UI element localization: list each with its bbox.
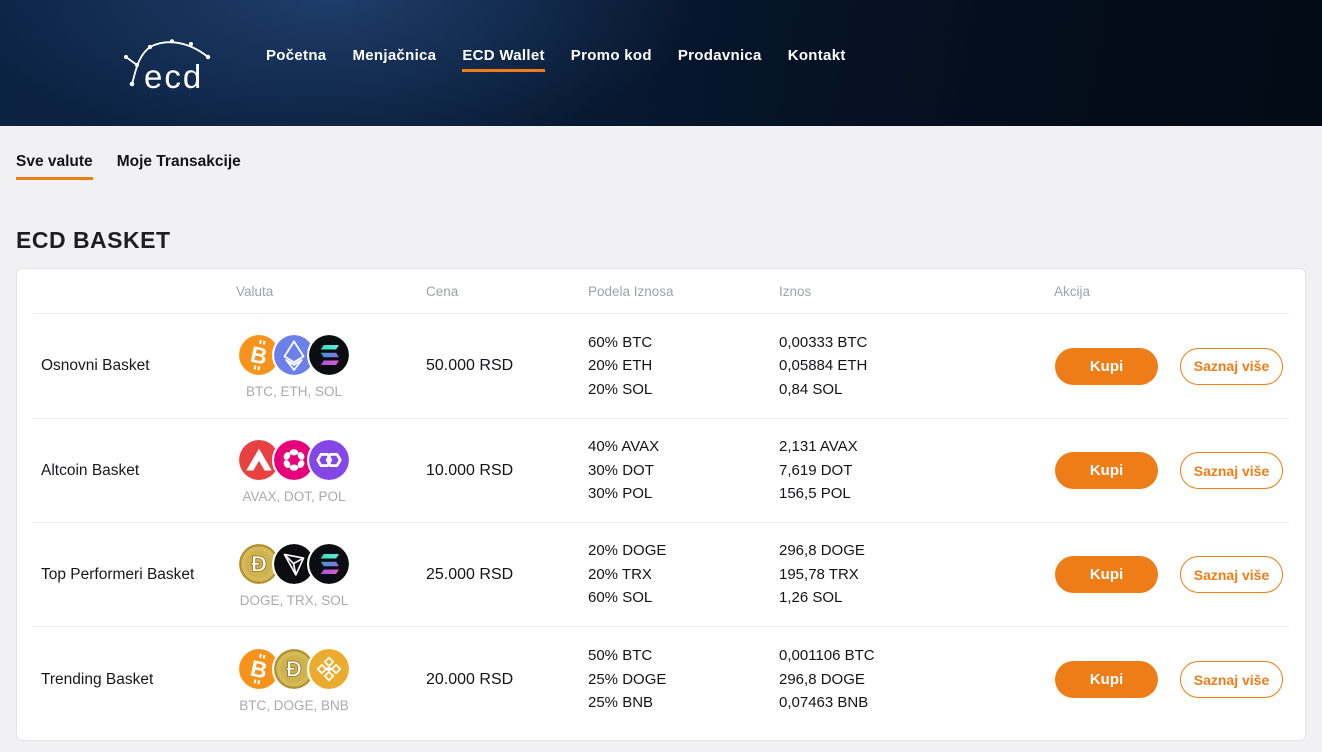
col-cena: Cena (426, 283, 459, 299)
amount-line: 0,07463 BNB (779, 694, 869, 712)
constellation-icon (124, 38, 211, 86)
amount-line: 0,001106 BTC (779, 647, 875, 665)
basket-coins: BTC, DOGE, BNB (236, 646, 352, 713)
sol-icon (307, 333, 351, 377)
tab-moje-transakcije[interactable]: Moje Transakcije (116, 153, 241, 170)
basket-split: 50% BTC 25% DOGE 25% BNB (588, 644, 779, 715)
basket-coins: BTC, ETH, SOL (236, 333, 352, 399)
amount-line: 0,84 SOL (779, 380, 843, 398)
page-title: ECD BASKET (16, 227, 171, 253)
basket-name: Top Performeri Basket (41, 565, 195, 583)
basket-price: 25.000 RSD (426, 565, 514, 583)
wallet-tabs: Sve valute Moje Transakcije (16, 153, 1322, 180)
amount-line: 156,5 POL (779, 485, 851, 503)
logo-text: ecd (144, 57, 204, 95)
coin-icons (237, 333, 351, 377)
basket-name: Trending Basket (41, 670, 154, 688)
split-line: 30% DOT (588, 461, 654, 479)
nav-item-menjacnica[interactable]: Menjačnica (352, 46, 437, 64)
split-line: 50% BTC (588, 647, 653, 665)
split-line: 25% BNB (588, 694, 654, 712)
split-line: 20% DOGE (588, 542, 667, 560)
nav-item-promo-kod[interactable]: Promo kod (570, 46, 652, 64)
amount-line: 0,00333 BTC (779, 333, 868, 351)
coin-list-label: BTC, DOGE, BNB (239, 697, 349, 713)
table-row: Top Performeri Basket DOGE, TRX, SOL 25.… (33, 522, 1289, 626)
saznaj-vise-button[interactable]: Saznaj više (1180, 661, 1283, 698)
nav-item-prodavnica[interactable]: Prodavnica (677, 46, 762, 64)
split-line: 25% DOGE (588, 670, 667, 688)
saznaj-vise-button[interactable]: Saznaj više (1180, 347, 1283, 385)
table-row: Osnovni Basket BTC, ETH, SOL 50.000 RSD … (33, 314, 1289, 418)
nav-item-ecd-wallet[interactable]: ECD Wallet (462, 47, 546, 72)
tab-sve-valute[interactable]: Sve valute (16, 153, 93, 180)
coin-icons (237, 541, 351, 586)
col-iznos: Iznos (779, 283, 812, 299)
amount-line: 0,05884 ETH (779, 357, 868, 375)
site-header: ecd Početna Menjačnica ECD Wallet Promo … (0, 0, 1322, 126)
basket-table: Valuta Cena Podela Iznosa Iznos Akcija O… (16, 268, 1306, 741)
basket-actions: Kupi Saznaj više (1054, 556, 1289, 593)
kupi-button[interactable]: Kupi (1055, 452, 1158, 489)
basket-amounts: 296,8 DOGE 195,78 TRX 1,26 SOL (779, 539, 1054, 610)
sol-icon (307, 541, 351, 586)
nav-item-pocetna[interactable]: Početna (266, 46, 327, 64)
main-nav: Početna Menjačnica ECD Wallet Promo kod … (266, 47, 846, 72)
amount-line: 195,78 TRX (779, 565, 859, 583)
split-line: 60% SOL (588, 589, 653, 607)
amount-line: 1,26 SOL (779, 589, 843, 607)
split-line: 60% BTC (588, 333, 653, 351)
col-valuta: Valuta (236, 283, 274, 299)
amount-line: 296,8 DOGE (779, 542, 865, 560)
pol-icon (307, 437, 351, 482)
basket-coins: AVAX, DOT, POL (236, 437, 352, 504)
kupi-button[interactable]: Kupi (1055, 661, 1158, 698)
split-line: 20% SOL (588, 380, 653, 398)
split-line: 30% POL (588, 485, 653, 503)
basket-amounts: 2,131 AVAX 7,619 DOT 156,5 POL (779, 435, 1054, 506)
basket-name: Altcoin Basket (41, 461, 140, 479)
basket-price: 10.000 RSD (426, 461, 514, 479)
basket-actions: Kupi Saznaj više (1054, 452, 1289, 489)
kupi-button[interactable]: Kupi (1055, 556, 1158, 593)
kupi-button[interactable]: Kupi (1055, 347, 1158, 385)
basket-price: 20.000 RSD (426, 670, 514, 688)
btc-icon (237, 646, 281, 691)
basket-split: 60% BTC 20% ETH 20% SOL (588, 331, 779, 402)
coin-list-label: AVAX, DOT, POL (242, 488, 346, 504)
coin-list-label: BTC, ETH, SOL (245, 384, 343, 399)
split-line: 40% AVAX (588, 438, 660, 456)
basket-amounts: 0,001106 BTC 296,8 DOGE 0,07463 BNB (779, 644, 1054, 715)
table-header-row: Valuta Cena Podela Iznosa Iznos Akcija (33, 269, 1289, 314)
coin-icons (237, 437, 351, 482)
saznaj-vise-button[interactable]: Saznaj više (1180, 452, 1283, 489)
basket-amounts: 0,00333 BTC 0,05884 ETH 0,84 SOL (779, 331, 1054, 402)
basket-split: 40% AVAX 30% DOT 30% POL (588, 435, 779, 506)
nav-item-kontakt[interactable]: Kontakt (787, 46, 846, 64)
table-row: Altcoin Basket AVAX, DOT, POL 10.000 RSD… (33, 418, 1289, 522)
col-akcija: Akcija (1054, 283, 1091, 299)
split-line: 20% TRX (588, 565, 652, 583)
split-line: 20% ETH (588, 357, 653, 375)
saznaj-vise-button[interactable]: Saznaj više (1180, 556, 1283, 593)
table-row: Trending Basket BTC, DOGE, BNB 20.000 RS… (33, 626, 1289, 740)
basket-actions: Kupi Saznaj više (1054, 347, 1289, 385)
basket-actions: Kupi Saznaj više (1054, 661, 1289, 698)
coin-list-label: DOGE, TRX, SOL (239, 592, 349, 608)
col-podela-iznosa: Podela Iznosa (588, 283, 674, 299)
basket-split: 20% DOGE 20% TRX 60% SOL (588, 539, 779, 610)
amount-line: 296,8 DOGE (779, 670, 865, 688)
basket-coins: DOGE, TRX, SOL (236, 541, 352, 608)
logo[interactable]: ecd (118, 34, 228, 93)
amount-line: 2,131 AVAX (779, 438, 858, 456)
coin-icons (237, 646, 351, 691)
bnb-icon (307, 646, 351, 691)
amount-line: 7,619 DOT (779, 461, 853, 479)
basket-name: Osnovni Basket (41, 357, 150, 374)
basket-price: 50.000 RSD (426, 357, 514, 374)
